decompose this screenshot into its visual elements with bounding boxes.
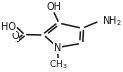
Text: N: N [54, 43, 61, 53]
Text: O: O [11, 31, 19, 41]
Text: CH$_3$: CH$_3$ [49, 58, 67, 71]
Text: HO: HO [1, 22, 16, 32]
Text: NH$_2$: NH$_2$ [101, 14, 121, 28]
Text: OH: OH [46, 2, 61, 12]
